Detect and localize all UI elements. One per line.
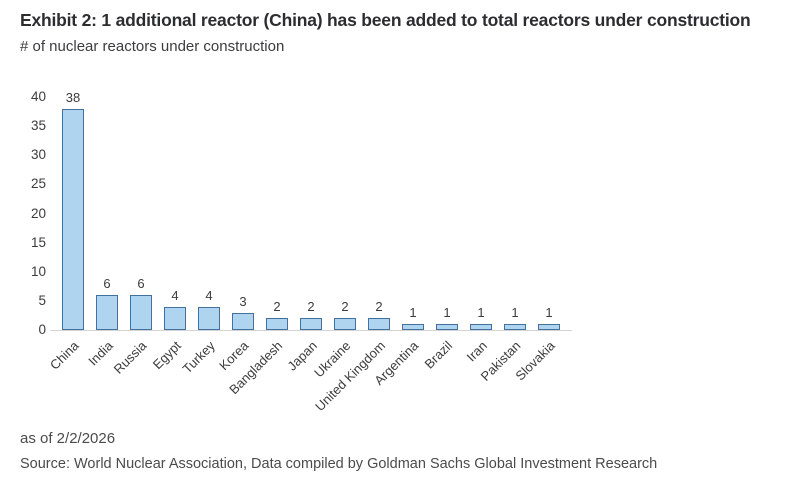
x-axis-category-label: Egypt [149, 338, 184, 373]
bar-egypt [164, 307, 186, 330]
bar-value-label: 38 [65, 90, 81, 105]
chart-subtitle: # of nuclear reactors under construction [20, 38, 285, 55]
bar-value-label: 2 [273, 299, 281, 314]
bar-value-label: 2 [341, 299, 349, 314]
x-axis-category-label: Iran [463, 338, 490, 365]
x-axis-category-label: Turkey [179, 338, 218, 377]
x-axis-line [50, 330, 572, 331]
bar-argentina [402, 324, 424, 330]
bar-china [62, 109, 84, 330]
bar-united-kingdom [368, 318, 390, 330]
bar-slovakia [538, 324, 560, 330]
as-of-date: as of 2/2/2026 [20, 430, 116, 447]
bar-value-label: 1 [443, 305, 451, 320]
bar-india [96, 295, 118, 330]
bar-ukraine [334, 318, 356, 330]
bar-value-label: 4 [205, 288, 213, 303]
bar-value-label: 6 [103, 276, 111, 291]
bar-iran [470, 324, 492, 330]
source-note: Source: World Nuclear Association, Data … [20, 456, 658, 472]
bar-value-label: 2 [307, 299, 315, 314]
y-axis-tick-label: 0 [38, 322, 46, 337]
x-axis-category-label: Russia [110, 338, 150, 377]
bar-brazil [436, 324, 458, 330]
bar-value-label: 1 [545, 305, 553, 320]
y-axis-tick-label: 20 [30, 205, 46, 221]
exhibit-title: Exhibit 2: 1 additional reactor (China) … [20, 10, 751, 30]
bar-korea [232, 313, 254, 330]
bar-russia [130, 295, 152, 330]
y-axis-tick-label: 30 [30, 147, 46, 163]
bar-value-label: 1 [511, 305, 519, 320]
bar-value-label: 4 [171, 288, 179, 303]
y-axis-tick-label: 10 [30, 263, 46, 279]
bar-value-label: 1 [477, 305, 485, 320]
y-axis-tick-label: 40 [30, 89, 46, 104]
x-axis-category-label: China [46, 338, 82, 373]
bar-turkey [198, 307, 220, 330]
y-axis-tick-label: 15 [30, 234, 46, 250]
y-axis-tick-label: 35 [30, 118, 46, 134]
bar-value-label: 6 [137, 276, 145, 291]
bar-japan [300, 318, 322, 330]
y-axis-tick-label: 25 [30, 176, 46, 192]
x-axis-category-label: Brazil [422, 338, 456, 372]
bar-bangladesh [266, 318, 288, 330]
bar-value-label: 2 [375, 299, 383, 314]
bar-value-label: 3 [239, 294, 247, 309]
bar-value-label: 1 [409, 305, 417, 320]
bar-pakistan [504, 324, 526, 330]
y-axis-tick-label: 5 [38, 292, 46, 308]
